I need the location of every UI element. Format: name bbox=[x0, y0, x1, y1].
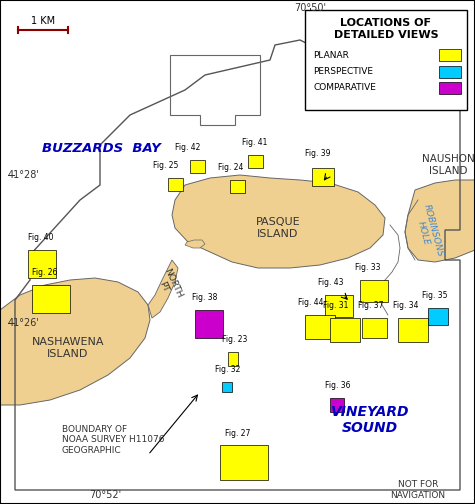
Text: NOT FOR
NAVIGATION: NOT FOR NAVIGATION bbox=[390, 480, 446, 499]
Polygon shape bbox=[0, 278, 150, 405]
Text: 70°52': 70°52' bbox=[89, 490, 121, 500]
Bar bbox=[305, 10, 467, 110]
Bar bbox=[330, 318, 360, 342]
Text: PERSPECTIVE: PERSPECTIVE bbox=[313, 68, 373, 77]
Text: LOCATIONS OF
DETAILED VIEWS: LOCATIONS OF DETAILED VIEWS bbox=[333, 18, 438, 40]
Text: Fig. 44: Fig. 44 bbox=[298, 298, 323, 307]
Text: Fig. 26: Fig. 26 bbox=[32, 268, 57, 277]
Bar bbox=[439, 82, 461, 94]
Text: NASHAWENA
ISLAND: NASHAWENA ISLAND bbox=[32, 337, 104, 359]
Bar bbox=[428, 308, 448, 325]
Polygon shape bbox=[172, 175, 385, 268]
Text: Fig. 31: Fig. 31 bbox=[323, 301, 348, 310]
Bar bbox=[305, 315, 335, 339]
Text: Fig. 38: Fig. 38 bbox=[192, 293, 218, 302]
Text: 41°26': 41°26' bbox=[8, 318, 40, 328]
Bar bbox=[228, 352, 238, 366]
Text: PLANAR: PLANAR bbox=[313, 50, 349, 59]
Text: Fig. 40: Fig. 40 bbox=[28, 233, 54, 242]
Bar bbox=[28, 250, 56, 278]
Bar bbox=[248, 155, 263, 168]
Text: Fig. 37: Fig. 37 bbox=[358, 301, 383, 310]
Text: Fig. 32: Fig. 32 bbox=[215, 365, 240, 374]
Bar bbox=[330, 398, 344, 412]
Text: BUZZARDS  BAY: BUZZARDS BAY bbox=[42, 142, 161, 155]
Text: Fig. 33: Fig. 33 bbox=[355, 263, 380, 272]
Text: Fig. 35: Fig. 35 bbox=[422, 291, 447, 300]
Bar bbox=[32, 285, 70, 313]
Text: Fig. 25: Fig. 25 bbox=[153, 161, 179, 170]
Text: Fig. 23: Fig. 23 bbox=[222, 335, 247, 344]
Bar bbox=[398, 318, 428, 342]
Text: PASQUE
ISLAND: PASQUE ISLAND bbox=[256, 217, 300, 239]
Polygon shape bbox=[185, 240, 205, 248]
Bar bbox=[439, 66, 461, 78]
Text: 1 KM: 1 KM bbox=[31, 16, 55, 26]
Bar bbox=[362, 318, 387, 338]
Text: NORTH
PT: NORTH PT bbox=[152, 267, 183, 303]
Text: Fig. 39: Fig. 39 bbox=[305, 149, 331, 158]
Bar bbox=[439, 49, 461, 61]
Text: COMPARATIVE: COMPARATIVE bbox=[313, 84, 376, 93]
Bar bbox=[325, 295, 353, 317]
Text: Fig. 34: Fig. 34 bbox=[393, 301, 418, 310]
Bar bbox=[222, 382, 232, 392]
Polygon shape bbox=[405, 180, 475, 262]
Bar bbox=[312, 168, 334, 186]
Text: VINEYARD
SOUND: VINEYARD SOUND bbox=[331, 405, 409, 435]
Text: BOUNDARY OF
NOAA SURVEY H11076
GEOGRAPHIC: BOUNDARY OF NOAA SURVEY H11076 GEOGRAPHI… bbox=[62, 425, 164, 455]
Text: Fig. 24: Fig. 24 bbox=[218, 163, 243, 172]
Bar bbox=[360, 280, 388, 302]
Text: 41°28': 41°28' bbox=[8, 170, 40, 180]
Text: Fig. 42: Fig. 42 bbox=[175, 143, 200, 152]
Text: ROBINSONS
HOLE: ROBINSONS HOLE bbox=[412, 203, 445, 261]
Text: Fig. 27: Fig. 27 bbox=[225, 429, 250, 438]
Text: NAUSHON
ISLAND: NAUSHON ISLAND bbox=[422, 154, 475, 176]
Bar bbox=[168, 178, 183, 191]
Polygon shape bbox=[148, 260, 178, 318]
Text: Fig. 41: Fig. 41 bbox=[242, 138, 267, 147]
Bar bbox=[220, 445, 268, 480]
Text: 70°50': 70°50' bbox=[294, 3, 326, 13]
Text: Fig. 43: Fig. 43 bbox=[318, 278, 343, 287]
Text: Fig. 36: Fig. 36 bbox=[325, 381, 351, 390]
Bar bbox=[230, 180, 245, 193]
Bar bbox=[190, 160, 205, 173]
Bar bbox=[195, 310, 223, 338]
